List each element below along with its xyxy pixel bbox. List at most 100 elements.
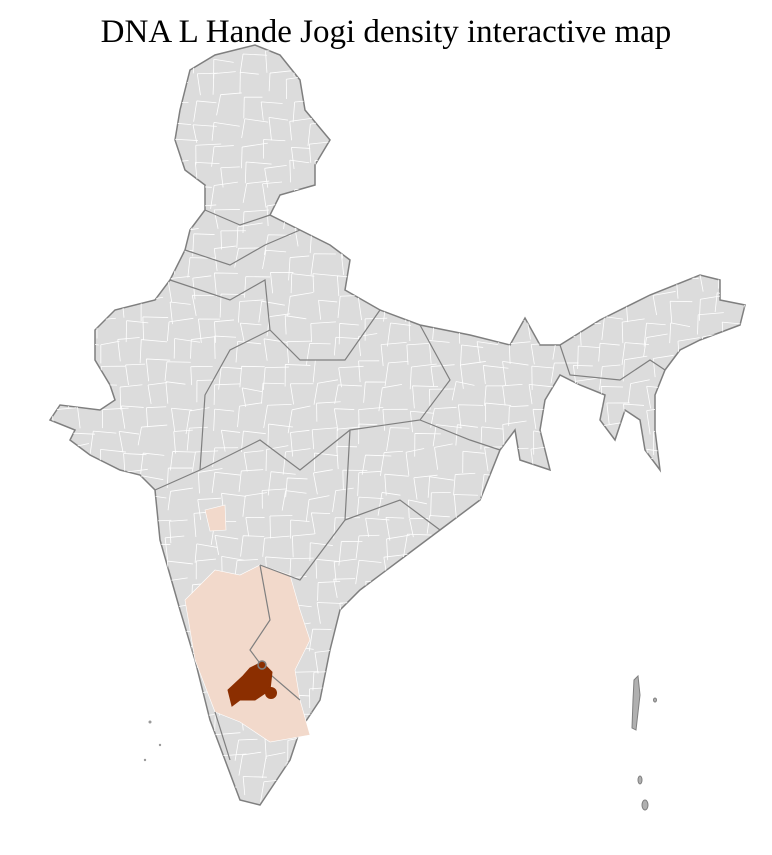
district-border <box>531 732 553 753</box>
district-border <box>406 733 434 754</box>
district-border <box>67 755 94 780</box>
district-border <box>409 78 434 102</box>
district-border <box>122 50 143 79</box>
district-border <box>383 794 405 805</box>
bangalore-marker[interactable] <box>257 660 267 670</box>
district-border <box>647 798 671 805</box>
region-low-maharashtra[interactable] <box>204 504 227 532</box>
district-border <box>749 59 771 82</box>
district-border <box>743 775 745 796</box>
district-border <box>122 120 147 141</box>
district-border <box>689 163 713 187</box>
district-border <box>404 622 426 643</box>
district-border <box>597 797 617 805</box>
district-border <box>534 578 557 599</box>
district-border <box>626 115 652 140</box>
region-high-districts[interactable] <box>227 661 273 707</box>
district-border <box>669 804 696 805</box>
district-border <box>557 626 577 647</box>
district-border <box>742 118 745 139</box>
district-border <box>671 365 694 389</box>
district-border <box>461 763 483 788</box>
district-border <box>503 710 529 732</box>
district-border <box>358 622 380 647</box>
district-border <box>549 494 577 519</box>
district-border <box>622 430 643 451</box>
district-border <box>195 558 216 580</box>
district-border <box>408 755 434 778</box>
district-border <box>573 402 597 423</box>
district-border <box>601 782 628 805</box>
district-border <box>169 301 191 325</box>
district-border <box>190 336 215 359</box>
andaman-islands[interactable] <box>631 674 657 811</box>
district-border <box>479 191 502 212</box>
district-border <box>382 408 408 431</box>
district-border <box>93 473 120 493</box>
district-border <box>603 116 629 138</box>
district-border <box>117 337 140 362</box>
district-border <box>365 643 386 667</box>
district-border <box>434 443 453 470</box>
district-border <box>501 161 527 184</box>
district-border <box>557 735 580 758</box>
district-border <box>68 383 91 408</box>
district-border <box>124 162 151 189</box>
district-border <box>674 96 700 120</box>
district-border <box>433 145 457 170</box>
district-border <box>459 165 484 187</box>
district-border <box>477 739 503 762</box>
district-border <box>147 382 168 404</box>
district-border <box>525 653 548 674</box>
district-border <box>621 318 645 344</box>
district-border <box>387 204 407 227</box>
district-border <box>726 166 745 188</box>
district-border <box>645 74 668 99</box>
district-border <box>168 666 195 691</box>
district-border <box>501 521 527 546</box>
district-border <box>500 234 525 256</box>
district-border <box>506 143 529 168</box>
district-border <box>119 495 144 520</box>
district-border <box>337 710 364 733</box>
district-border <box>145 144 167 170</box>
district-border <box>67 782 96 805</box>
district-border <box>459 732 488 755</box>
region-low-karnataka[interactable] <box>184 564 311 743</box>
district-border <box>384 473 409 496</box>
district-border <box>602 273 628 295</box>
lakshadweep-islands[interactable] <box>143 720 162 762</box>
district-border <box>742 387 745 408</box>
district-border <box>238 751 262 776</box>
district-border <box>285 477 308 498</box>
district-border <box>504 203 535 230</box>
district-border <box>121 802 149 805</box>
india-outline[interactable] <box>48 44 746 806</box>
region-high-small[interactable] <box>265 687 277 699</box>
district-border <box>579 708 606 734</box>
district-border <box>290 273 315 294</box>
district-border <box>213 209 240 229</box>
district-border <box>501 98 521 122</box>
district-border <box>721 233 745 259</box>
district-border <box>213 272 238 297</box>
district-border <box>364 180 384 201</box>
district-border <box>552 119 580 139</box>
district-border <box>746 737 765 756</box>
district-border <box>482 535 502 558</box>
district-border <box>190 751 218 774</box>
district-border <box>383 72 405 98</box>
district-border <box>242 776 267 796</box>
district-border <box>748 622 769 644</box>
district-border <box>333 336 360 356</box>
district-border <box>77 464 103 491</box>
district-border <box>53 320 76 341</box>
district-border <box>289 159 310 183</box>
district-border <box>410 231 439 255</box>
district-border <box>144 647 168 669</box>
district-border <box>502 383 523 406</box>
district-border <box>76 142 97 165</box>
district-border <box>599 624 623 649</box>
district-border <box>556 229 581 249</box>
